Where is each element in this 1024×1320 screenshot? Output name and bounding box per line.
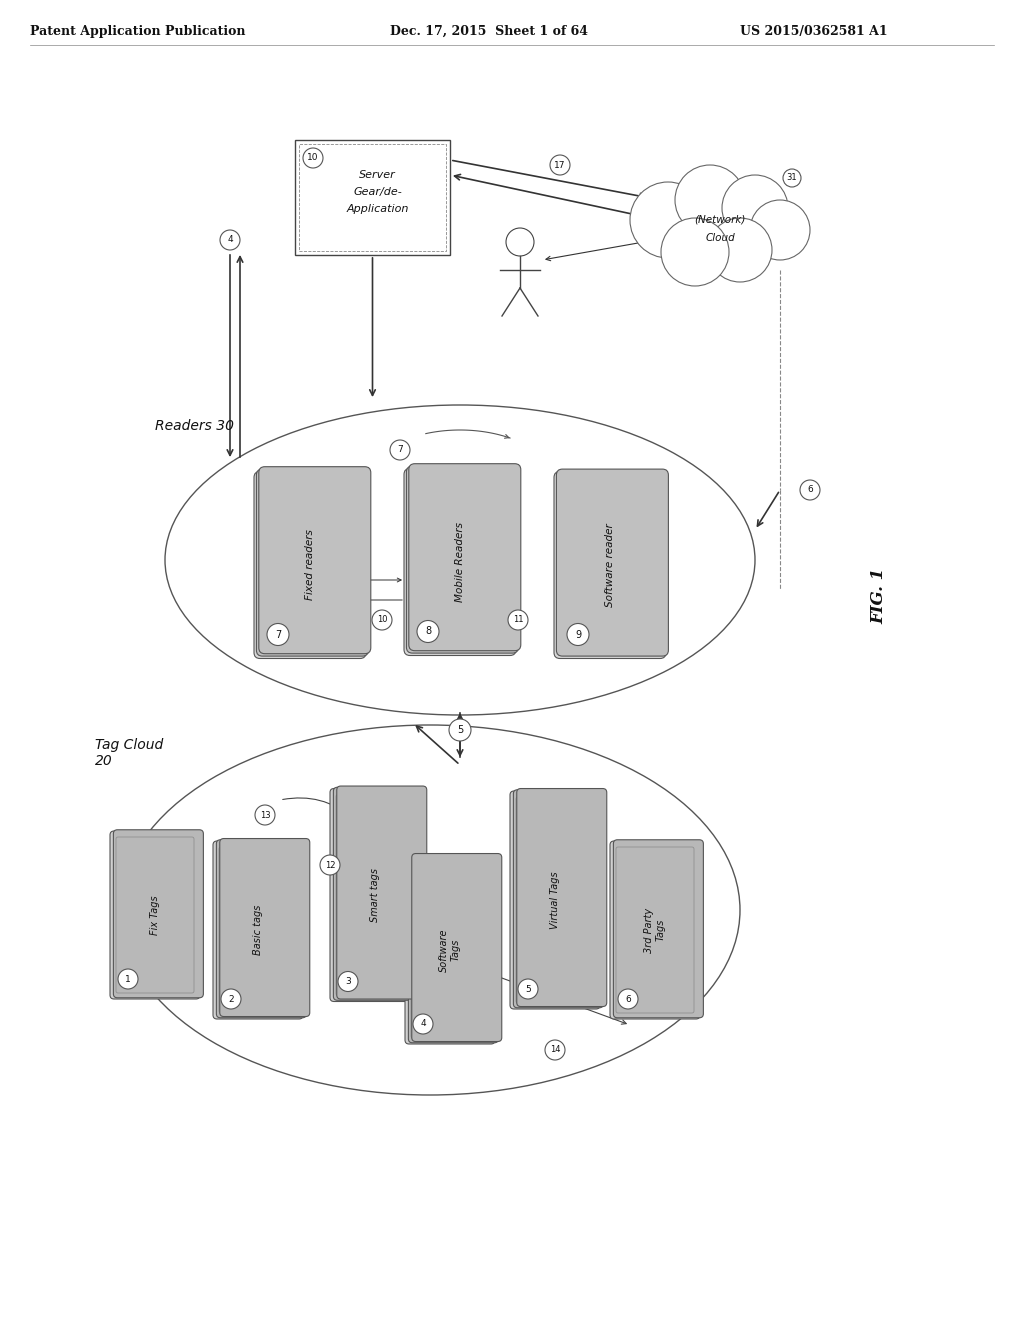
Text: 12: 12 (325, 861, 335, 870)
FancyBboxPatch shape (610, 841, 700, 1019)
Circle shape (220, 230, 240, 249)
Text: 31: 31 (786, 173, 798, 182)
Text: Fix Tags: Fix Tags (150, 895, 160, 935)
Circle shape (550, 154, 570, 176)
Text: FIG. 1: FIG. 1 (870, 568, 887, 624)
Text: 4: 4 (227, 235, 232, 244)
Circle shape (675, 165, 745, 235)
FancyBboxPatch shape (110, 832, 200, 999)
FancyBboxPatch shape (412, 854, 502, 1041)
Text: Mobile Readers: Mobile Readers (455, 521, 465, 602)
Text: Readers 30: Readers 30 (155, 418, 234, 433)
Text: Dec. 17, 2015  Sheet 1 of 64: Dec. 17, 2015 Sheet 1 of 64 (390, 25, 588, 38)
Circle shape (372, 610, 392, 630)
FancyBboxPatch shape (613, 840, 703, 1018)
FancyBboxPatch shape (556, 469, 669, 656)
Text: Fixed readers: Fixed readers (305, 529, 315, 601)
Text: 6: 6 (807, 486, 813, 495)
FancyBboxPatch shape (256, 469, 369, 656)
FancyBboxPatch shape (406, 855, 495, 1044)
Text: 2: 2 (228, 994, 233, 1003)
Text: 7: 7 (274, 630, 282, 639)
FancyBboxPatch shape (216, 840, 306, 1018)
Text: 9: 9 (574, 630, 581, 639)
Circle shape (722, 176, 788, 242)
Text: Smart tags: Smart tags (370, 869, 380, 921)
Text: 10: 10 (377, 615, 387, 624)
Circle shape (449, 719, 471, 741)
Text: 3rd Party
Tags: 3rd Party Tags (644, 907, 666, 953)
Circle shape (545, 1040, 565, 1060)
FancyBboxPatch shape (409, 855, 499, 1043)
FancyBboxPatch shape (213, 841, 303, 1019)
Ellipse shape (120, 725, 740, 1096)
Text: Gear/de-: Gear/de- (353, 187, 401, 198)
Circle shape (319, 855, 340, 875)
Text: Virtual Tags: Virtual Tags (550, 871, 560, 929)
Text: Software
Tags: Software Tags (439, 928, 461, 972)
Text: 5: 5 (457, 725, 463, 735)
Circle shape (750, 201, 810, 260)
Text: 3: 3 (345, 977, 351, 986)
FancyBboxPatch shape (330, 788, 420, 1002)
FancyBboxPatch shape (220, 838, 310, 1016)
Text: 1: 1 (125, 974, 131, 983)
FancyBboxPatch shape (510, 791, 600, 1008)
Text: 17: 17 (554, 161, 565, 169)
FancyBboxPatch shape (295, 140, 450, 255)
Circle shape (413, 1014, 433, 1034)
Circle shape (303, 148, 323, 168)
Circle shape (662, 218, 729, 286)
Text: 8: 8 (425, 627, 431, 636)
Text: US 2015/0362581 A1: US 2015/0362581 A1 (740, 25, 888, 38)
Text: Patent Application Publication: Patent Application Publication (30, 25, 246, 38)
Circle shape (417, 620, 439, 643)
Text: 10: 10 (307, 153, 318, 162)
Circle shape (518, 979, 538, 999)
Circle shape (255, 805, 275, 825)
Circle shape (630, 182, 706, 257)
Text: Application: Application (346, 205, 409, 214)
FancyBboxPatch shape (259, 467, 371, 653)
Circle shape (267, 623, 289, 645)
FancyBboxPatch shape (513, 789, 603, 1007)
Ellipse shape (165, 405, 755, 715)
Text: 6: 6 (625, 994, 631, 1003)
Text: Tag Cloud
20: Tag Cloud 20 (95, 738, 163, 768)
Circle shape (118, 969, 138, 989)
Text: Basic tags: Basic tags (253, 904, 263, 956)
Text: 4: 4 (420, 1019, 426, 1028)
Text: 14: 14 (550, 1045, 560, 1055)
Text: 7: 7 (397, 446, 402, 454)
Text: (Network): (Network) (694, 215, 745, 224)
FancyBboxPatch shape (334, 787, 423, 1001)
FancyBboxPatch shape (517, 788, 607, 1007)
Text: 5: 5 (525, 985, 530, 994)
FancyBboxPatch shape (114, 830, 204, 998)
FancyBboxPatch shape (409, 463, 521, 651)
Circle shape (567, 623, 589, 645)
FancyBboxPatch shape (404, 469, 516, 656)
Text: 11: 11 (513, 615, 523, 624)
FancyBboxPatch shape (337, 785, 427, 999)
Circle shape (221, 989, 241, 1008)
Circle shape (338, 972, 358, 991)
Text: Cloud: Cloud (706, 234, 735, 243)
Circle shape (508, 610, 528, 630)
Text: 13: 13 (260, 810, 270, 820)
FancyBboxPatch shape (254, 471, 366, 659)
Circle shape (708, 218, 772, 282)
Circle shape (783, 169, 801, 187)
Circle shape (390, 440, 410, 459)
FancyBboxPatch shape (407, 466, 518, 653)
Circle shape (506, 228, 534, 256)
Circle shape (618, 989, 638, 1008)
Circle shape (800, 480, 820, 500)
FancyBboxPatch shape (554, 471, 666, 659)
Text: Software reader: Software reader (605, 523, 615, 607)
Text: Server: Server (359, 170, 396, 181)
